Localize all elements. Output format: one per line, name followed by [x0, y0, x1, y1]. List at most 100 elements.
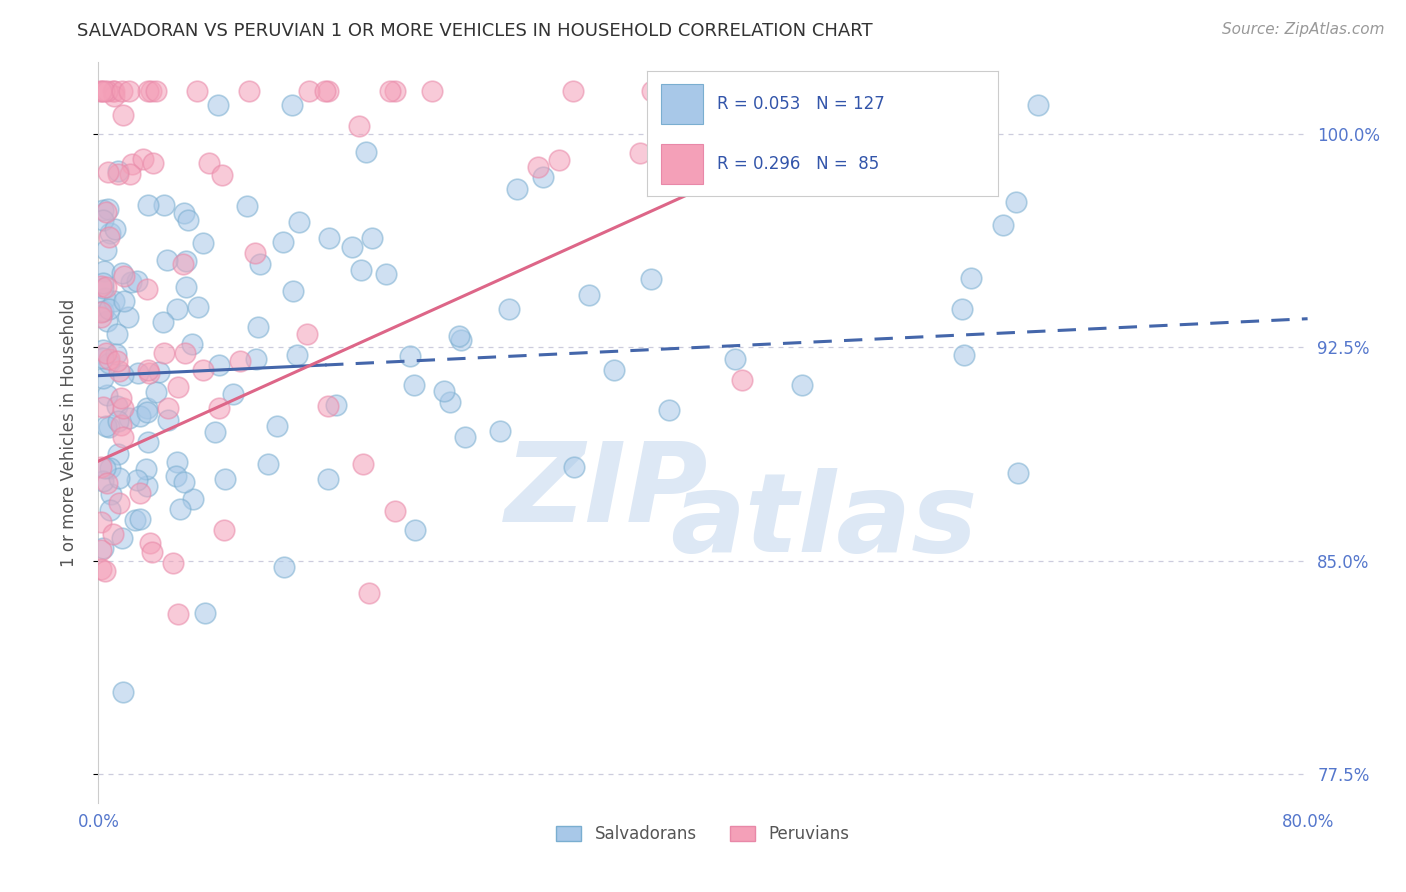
Point	[136, 282, 159, 296]
Point	[404, 523, 426, 537]
Point	[354, 145, 377, 160]
Point	[111, 108, 134, 122]
Point	[384, 84, 406, 98]
Point	[94, 280, 117, 294]
Point	[103, 293, 125, 308]
Point	[90, 515, 112, 529]
Text: atlas: atlas	[671, 468, 977, 575]
Point	[101, 527, 124, 541]
Point	[129, 486, 152, 500]
Point	[1028, 98, 1050, 112]
Point	[266, 419, 288, 434]
Point	[93, 84, 115, 98]
Point	[98, 301, 121, 316]
Point	[98, 420, 121, 434]
Point	[94, 460, 117, 475]
Point	[318, 400, 340, 414]
Point	[325, 399, 347, 413]
Point	[723, 352, 745, 367]
Point	[125, 274, 148, 288]
Point	[127, 473, 149, 487]
Point	[173, 345, 195, 359]
Point	[105, 399, 128, 413]
Point	[91, 202, 114, 217]
Point	[91, 351, 114, 365]
Point	[730, 373, 752, 387]
Point	[243, 246, 266, 260]
Point	[177, 212, 200, 227]
Point	[288, 214, 311, 228]
Point	[93, 264, 115, 278]
Point	[191, 236, 214, 251]
Point	[194, 606, 217, 620]
Point	[104, 347, 127, 361]
Point	[90, 460, 112, 475]
Point	[181, 492, 204, 507]
Point	[96, 388, 118, 402]
Point	[112, 685, 135, 699]
Point	[848, 176, 870, 190]
Point	[162, 556, 184, 570]
Point	[450, 334, 472, 348]
Point	[153, 345, 176, 359]
Point	[156, 401, 179, 415]
Point	[97, 230, 120, 244]
Point	[527, 160, 550, 174]
Point	[180, 337, 202, 351]
Point	[357, 586, 380, 600]
Point	[110, 391, 132, 405]
Point	[111, 532, 134, 546]
Point	[197, 156, 219, 170]
Point	[107, 414, 129, 428]
Point	[238, 84, 260, 98]
Point	[136, 362, 159, 376]
Point	[318, 231, 340, 245]
Point	[98, 503, 121, 517]
Point	[128, 512, 150, 526]
Point	[103, 84, 125, 98]
Point	[90, 310, 112, 324]
Point	[156, 252, 179, 267]
Point	[249, 257, 271, 271]
Point	[94, 291, 117, 305]
Point	[285, 348, 308, 362]
Point	[91, 370, 114, 384]
Point	[90, 304, 112, 318]
Point	[118, 84, 141, 98]
Point	[950, 301, 973, 316]
Point	[107, 364, 129, 378]
Point	[117, 310, 139, 325]
Point	[432, 384, 454, 398]
Point	[273, 560, 295, 574]
Legend: Salvadorans, Peruvians: Salvadorans, Peruvians	[550, 819, 856, 850]
Point	[207, 98, 229, 112]
Point	[135, 462, 157, 476]
Point	[640, 272, 662, 286]
Point	[111, 266, 134, 280]
Point	[96, 84, 118, 98]
Point	[420, 84, 443, 98]
Point	[186, 84, 208, 98]
Point	[657, 402, 679, 417]
Point	[96, 475, 118, 490]
Point	[110, 417, 132, 432]
Point	[360, 231, 382, 245]
Point	[94, 564, 117, 578]
Point	[449, 328, 471, 343]
Point	[91, 280, 114, 294]
Point	[166, 301, 188, 316]
Point	[245, 352, 267, 367]
Point	[398, 349, 420, 363]
Point	[91, 541, 114, 555]
Point	[104, 222, 127, 236]
Point	[136, 198, 159, 212]
Point	[174, 279, 197, 293]
Point	[191, 362, 214, 376]
Point	[91, 474, 114, 488]
Point	[96, 314, 118, 328]
Point	[316, 84, 339, 98]
Point	[347, 119, 370, 133]
Point	[90, 84, 112, 98]
Point	[101, 84, 124, 98]
Point	[280, 98, 302, 112]
